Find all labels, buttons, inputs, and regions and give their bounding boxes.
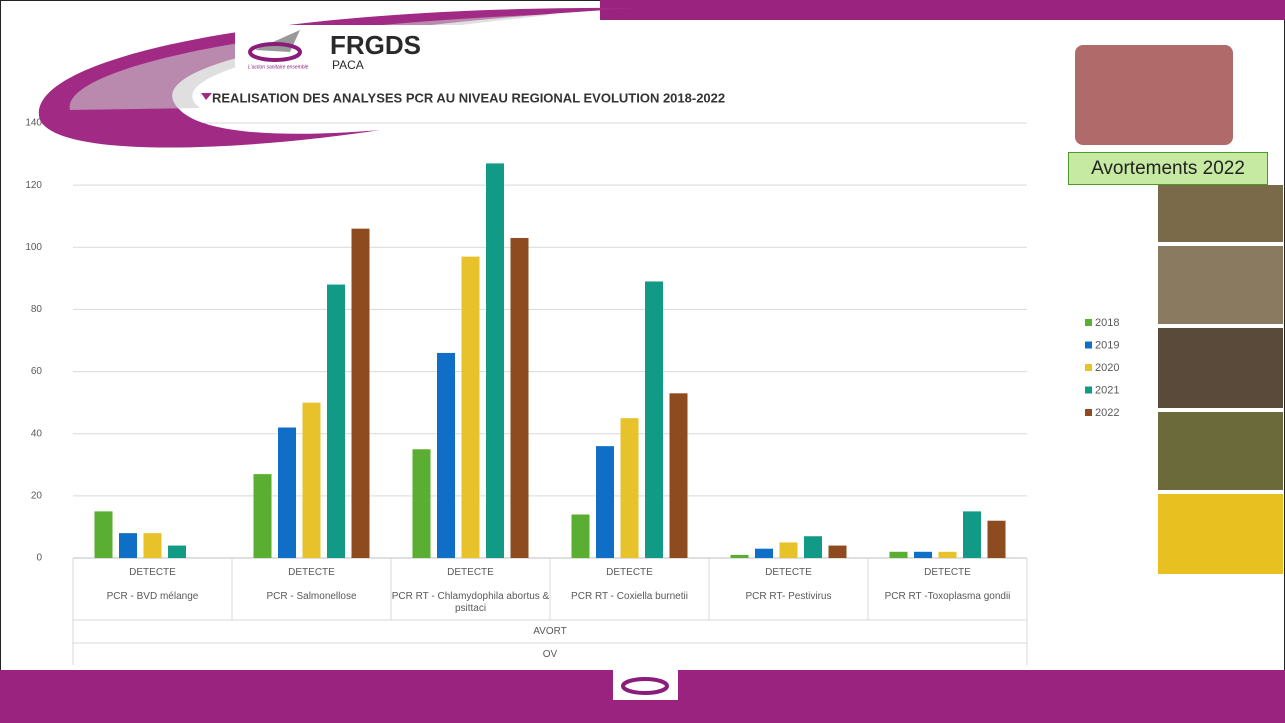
y-tick-label: 100 — [25, 242, 42, 253]
bar — [596, 446, 614, 558]
legend-label: 2020 — [1095, 362, 1119, 374]
logo-ring — [248, 42, 302, 62]
y-tick-label: 60 — [31, 366, 43, 377]
x-tick-label: PCR RT- Pestivirus — [745, 591, 832, 602]
bar — [510, 237, 529, 558]
bar — [437, 352, 455, 558]
swoosh — [38, 7, 640, 148]
bar — [412, 449, 431, 558]
bar — [987, 520, 1006, 558]
bar — [571, 514, 590, 558]
bar — [779, 542, 798, 558]
swoosh-light — [69, 14, 560, 110]
group-label: AVORT — [533, 626, 567, 637]
legend-label: 2022 — [1095, 407, 1119, 419]
y-tick-label: 80 — [31, 304, 43, 315]
bar — [327, 284, 345, 558]
bar — [253, 474, 272, 558]
bar — [620, 418, 639, 558]
legend-swatch — [1085, 341, 1092, 349]
photo — [1158, 185, 1283, 242]
bar — [302, 402, 321, 558]
x-tick-sublabel: DETECTE — [924, 567, 971, 578]
bar — [755, 548, 773, 558]
title-bullet — [201, 93, 212, 100]
legend-label: 2021 — [1095, 384, 1119, 396]
chart-title: REALISATION DES ANALYSES PCR AU NIVEAU R… — [212, 90, 725, 105]
logo-region: PACA — [332, 58, 364, 72]
x-tick-sublabel: DETECTE — [447, 567, 494, 578]
photo — [1158, 246, 1283, 324]
x-tick-sublabel: DETECTE — [606, 567, 653, 578]
y-tick-label: 120 — [25, 180, 42, 191]
logo-name: FRGDS — [330, 30, 421, 60]
bar — [938, 551, 957, 558]
bar — [461, 256, 480, 558]
x-tick-sublabel: DETECTE — [765, 567, 812, 578]
x-tick-label: PCR RT - Coxiella burnetii — [571, 591, 688, 602]
legend-swatch — [1085, 386, 1092, 394]
photo — [1158, 412, 1283, 490]
legend-swatch — [1085, 364, 1092, 371]
photo — [1075, 45, 1233, 145]
side-label: Avortements 2022 — [1068, 152, 1268, 185]
bar — [804, 536, 822, 558]
legend-swatch — [1085, 319, 1092, 326]
bar — [351, 228, 370, 558]
bar — [278, 427, 296, 558]
legend-label: 2018 — [1095, 317, 1119, 329]
y-tick-label: 0 — [36, 553, 42, 564]
legend-label: 2019 — [1095, 339, 1119, 351]
bar — [914, 551, 932, 558]
x-tick-label: PCR - Salmonellose — [266, 591, 357, 602]
legend-swatch — [1085, 409, 1092, 416]
top-band — [600, 0, 1285, 20]
bar — [168, 545, 186, 558]
y-tick-label: 20 — [31, 490, 43, 501]
y-tick-label: 40 — [31, 428, 43, 439]
bar — [730, 554, 749, 558]
y-tick-label: 140 — [25, 118, 42, 129]
bar — [143, 533, 162, 558]
bar — [486, 163, 504, 558]
x-tick-label: PCR RT - Chlamydophila abortus & psittac… — [391, 591, 550, 614]
photo — [1158, 494, 1283, 574]
x-tick-label: PCR RT -Toxoplasma gondii — [884, 591, 1011, 602]
bar — [119, 533, 137, 558]
bar — [963, 511, 981, 558]
logo-tagline: L'action sanitaire ensemble — [248, 64, 309, 70]
bar — [828, 545, 847, 558]
bar — [645, 281, 663, 558]
bar — [889, 551, 908, 558]
x-tick-label: PCR - BVD mélange — [106, 591, 199, 602]
x-tick-sublabel: DETECTE — [129, 567, 176, 578]
bar — [94, 511, 113, 558]
photo — [1158, 328, 1283, 408]
bar — [669, 393, 688, 558]
logo-bg — [235, 25, 465, 80]
x-tick-sublabel: DETECTE — [288, 567, 335, 578]
footer-logo — [621, 677, 669, 695]
group-label: OV — [542, 649, 558, 660]
